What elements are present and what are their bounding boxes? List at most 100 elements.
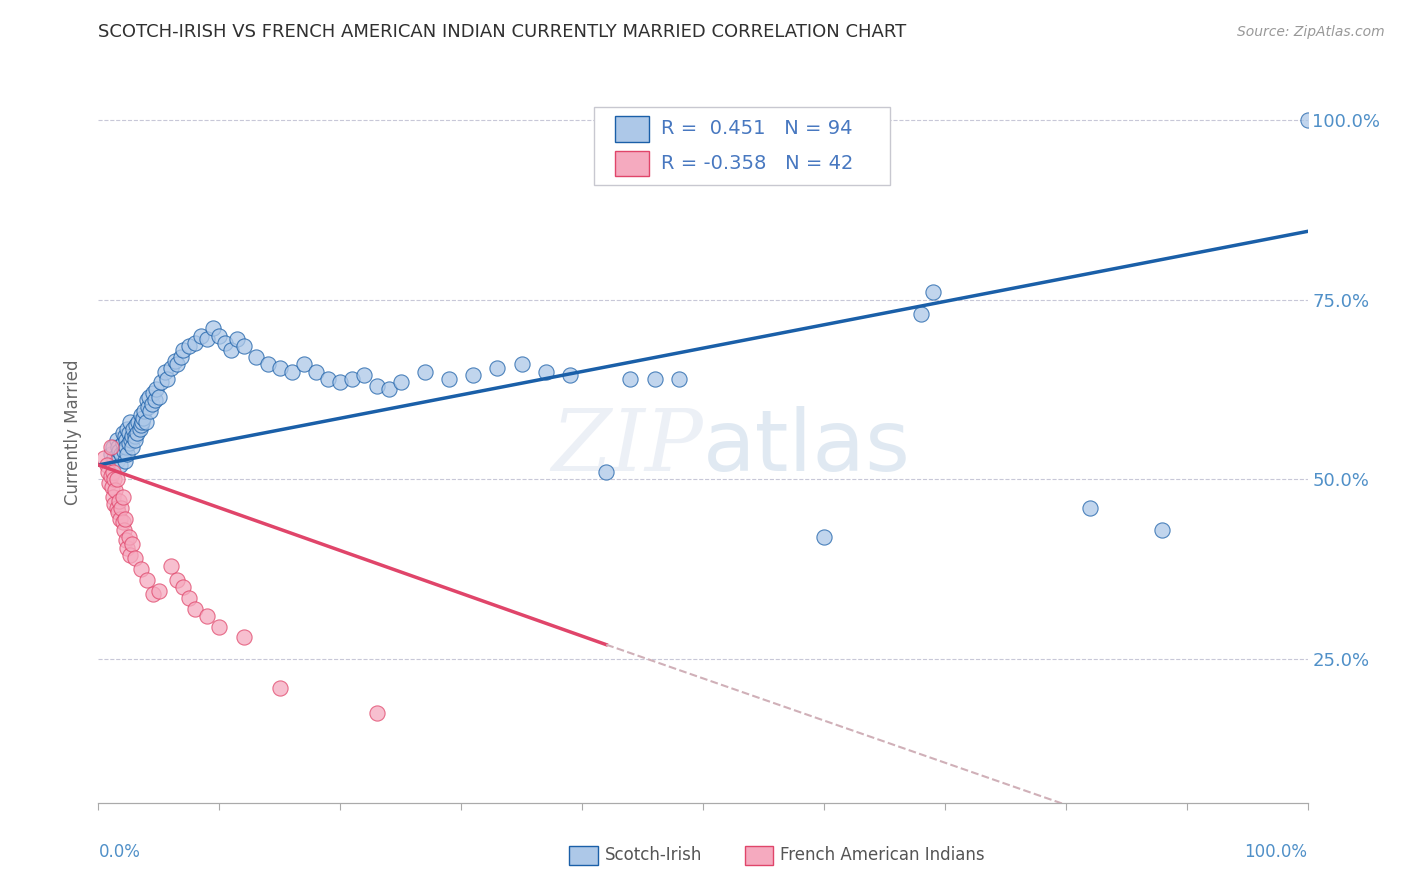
Point xyxy=(179,339,201,353)
Point xyxy=(245,350,267,364)
Point xyxy=(214,335,236,350)
Text: Scotch-Irish: Scotch-Irish xyxy=(605,847,702,864)
Point xyxy=(124,429,146,443)
Point xyxy=(232,339,254,353)
Point xyxy=(117,447,139,461)
Point xyxy=(644,372,666,386)
Point xyxy=(100,468,122,483)
Point xyxy=(138,390,160,404)
Point xyxy=(129,418,152,433)
Point xyxy=(172,343,194,357)
Point xyxy=(486,360,509,375)
Point xyxy=(120,433,142,447)
Point xyxy=(107,440,129,454)
Point xyxy=(153,365,176,379)
Point xyxy=(111,491,134,505)
Text: ZIP: ZIP xyxy=(551,406,703,489)
Text: R =  0.451   N = 94: R = 0.451 N = 94 xyxy=(661,119,852,138)
Point xyxy=(232,631,254,645)
Point xyxy=(221,343,243,357)
Point xyxy=(114,429,136,443)
Point xyxy=(145,383,167,397)
Point xyxy=(316,372,339,386)
Point xyxy=(115,533,138,548)
Point xyxy=(118,415,141,429)
Point xyxy=(269,360,291,375)
Point xyxy=(148,390,170,404)
Point xyxy=(115,433,138,447)
Point xyxy=(107,505,129,519)
Point xyxy=(195,332,218,346)
Point xyxy=(124,551,146,566)
Point xyxy=(208,620,231,634)
Point xyxy=(127,415,149,429)
Point xyxy=(105,472,128,486)
Point xyxy=(115,440,138,454)
Point xyxy=(463,368,485,383)
Point xyxy=(184,335,207,350)
Text: atlas: atlas xyxy=(703,406,911,489)
Point xyxy=(111,436,134,450)
Point xyxy=(143,393,166,408)
Text: 0.0%: 0.0% xyxy=(98,843,141,861)
Point xyxy=(121,537,143,551)
Bar xyxy=(614,117,648,142)
Point xyxy=(121,440,143,454)
Point xyxy=(195,608,218,623)
Point xyxy=(97,465,120,479)
Point xyxy=(118,548,141,562)
Point xyxy=(166,573,188,587)
Point xyxy=(100,479,122,493)
Point xyxy=(110,447,132,461)
Point xyxy=(110,501,132,516)
Point xyxy=(124,433,146,447)
Point xyxy=(208,328,231,343)
Point xyxy=(413,365,436,379)
Point xyxy=(668,372,690,386)
Point xyxy=(101,440,124,454)
Point xyxy=(190,328,212,343)
Point xyxy=(166,357,188,371)
Point xyxy=(305,365,328,379)
Point xyxy=(172,580,194,594)
Point xyxy=(269,681,291,695)
Point xyxy=(163,353,186,368)
Point xyxy=(921,285,943,300)
Point xyxy=(101,465,124,479)
Point xyxy=(142,386,165,401)
Point xyxy=(108,494,131,508)
Point xyxy=(389,376,412,390)
Point xyxy=(160,360,183,375)
Point xyxy=(101,491,124,505)
Point xyxy=(156,372,179,386)
Point xyxy=(112,443,135,458)
Point xyxy=(1296,112,1319,127)
Point xyxy=(202,321,225,335)
Point xyxy=(281,365,304,379)
Point xyxy=(122,422,145,436)
Point xyxy=(366,706,388,720)
Point xyxy=(108,443,131,458)
Point xyxy=(98,475,121,490)
FancyBboxPatch shape xyxy=(595,107,890,185)
Point xyxy=(342,372,364,386)
Point xyxy=(139,404,162,418)
Point xyxy=(127,425,149,440)
Point xyxy=(184,601,207,615)
Point xyxy=(129,408,152,422)
Point xyxy=(169,350,191,364)
Point xyxy=(111,425,134,440)
Point xyxy=(135,393,157,408)
Point xyxy=(117,541,139,555)
Point xyxy=(226,332,249,346)
Point xyxy=(135,415,157,429)
Point xyxy=(595,465,617,479)
Point xyxy=(103,498,125,512)
Point xyxy=(510,357,533,371)
Point xyxy=(142,587,165,601)
Point xyxy=(619,372,641,386)
Point xyxy=(910,307,932,321)
Point xyxy=(129,562,152,576)
Point xyxy=(136,401,159,415)
Point xyxy=(114,512,136,526)
